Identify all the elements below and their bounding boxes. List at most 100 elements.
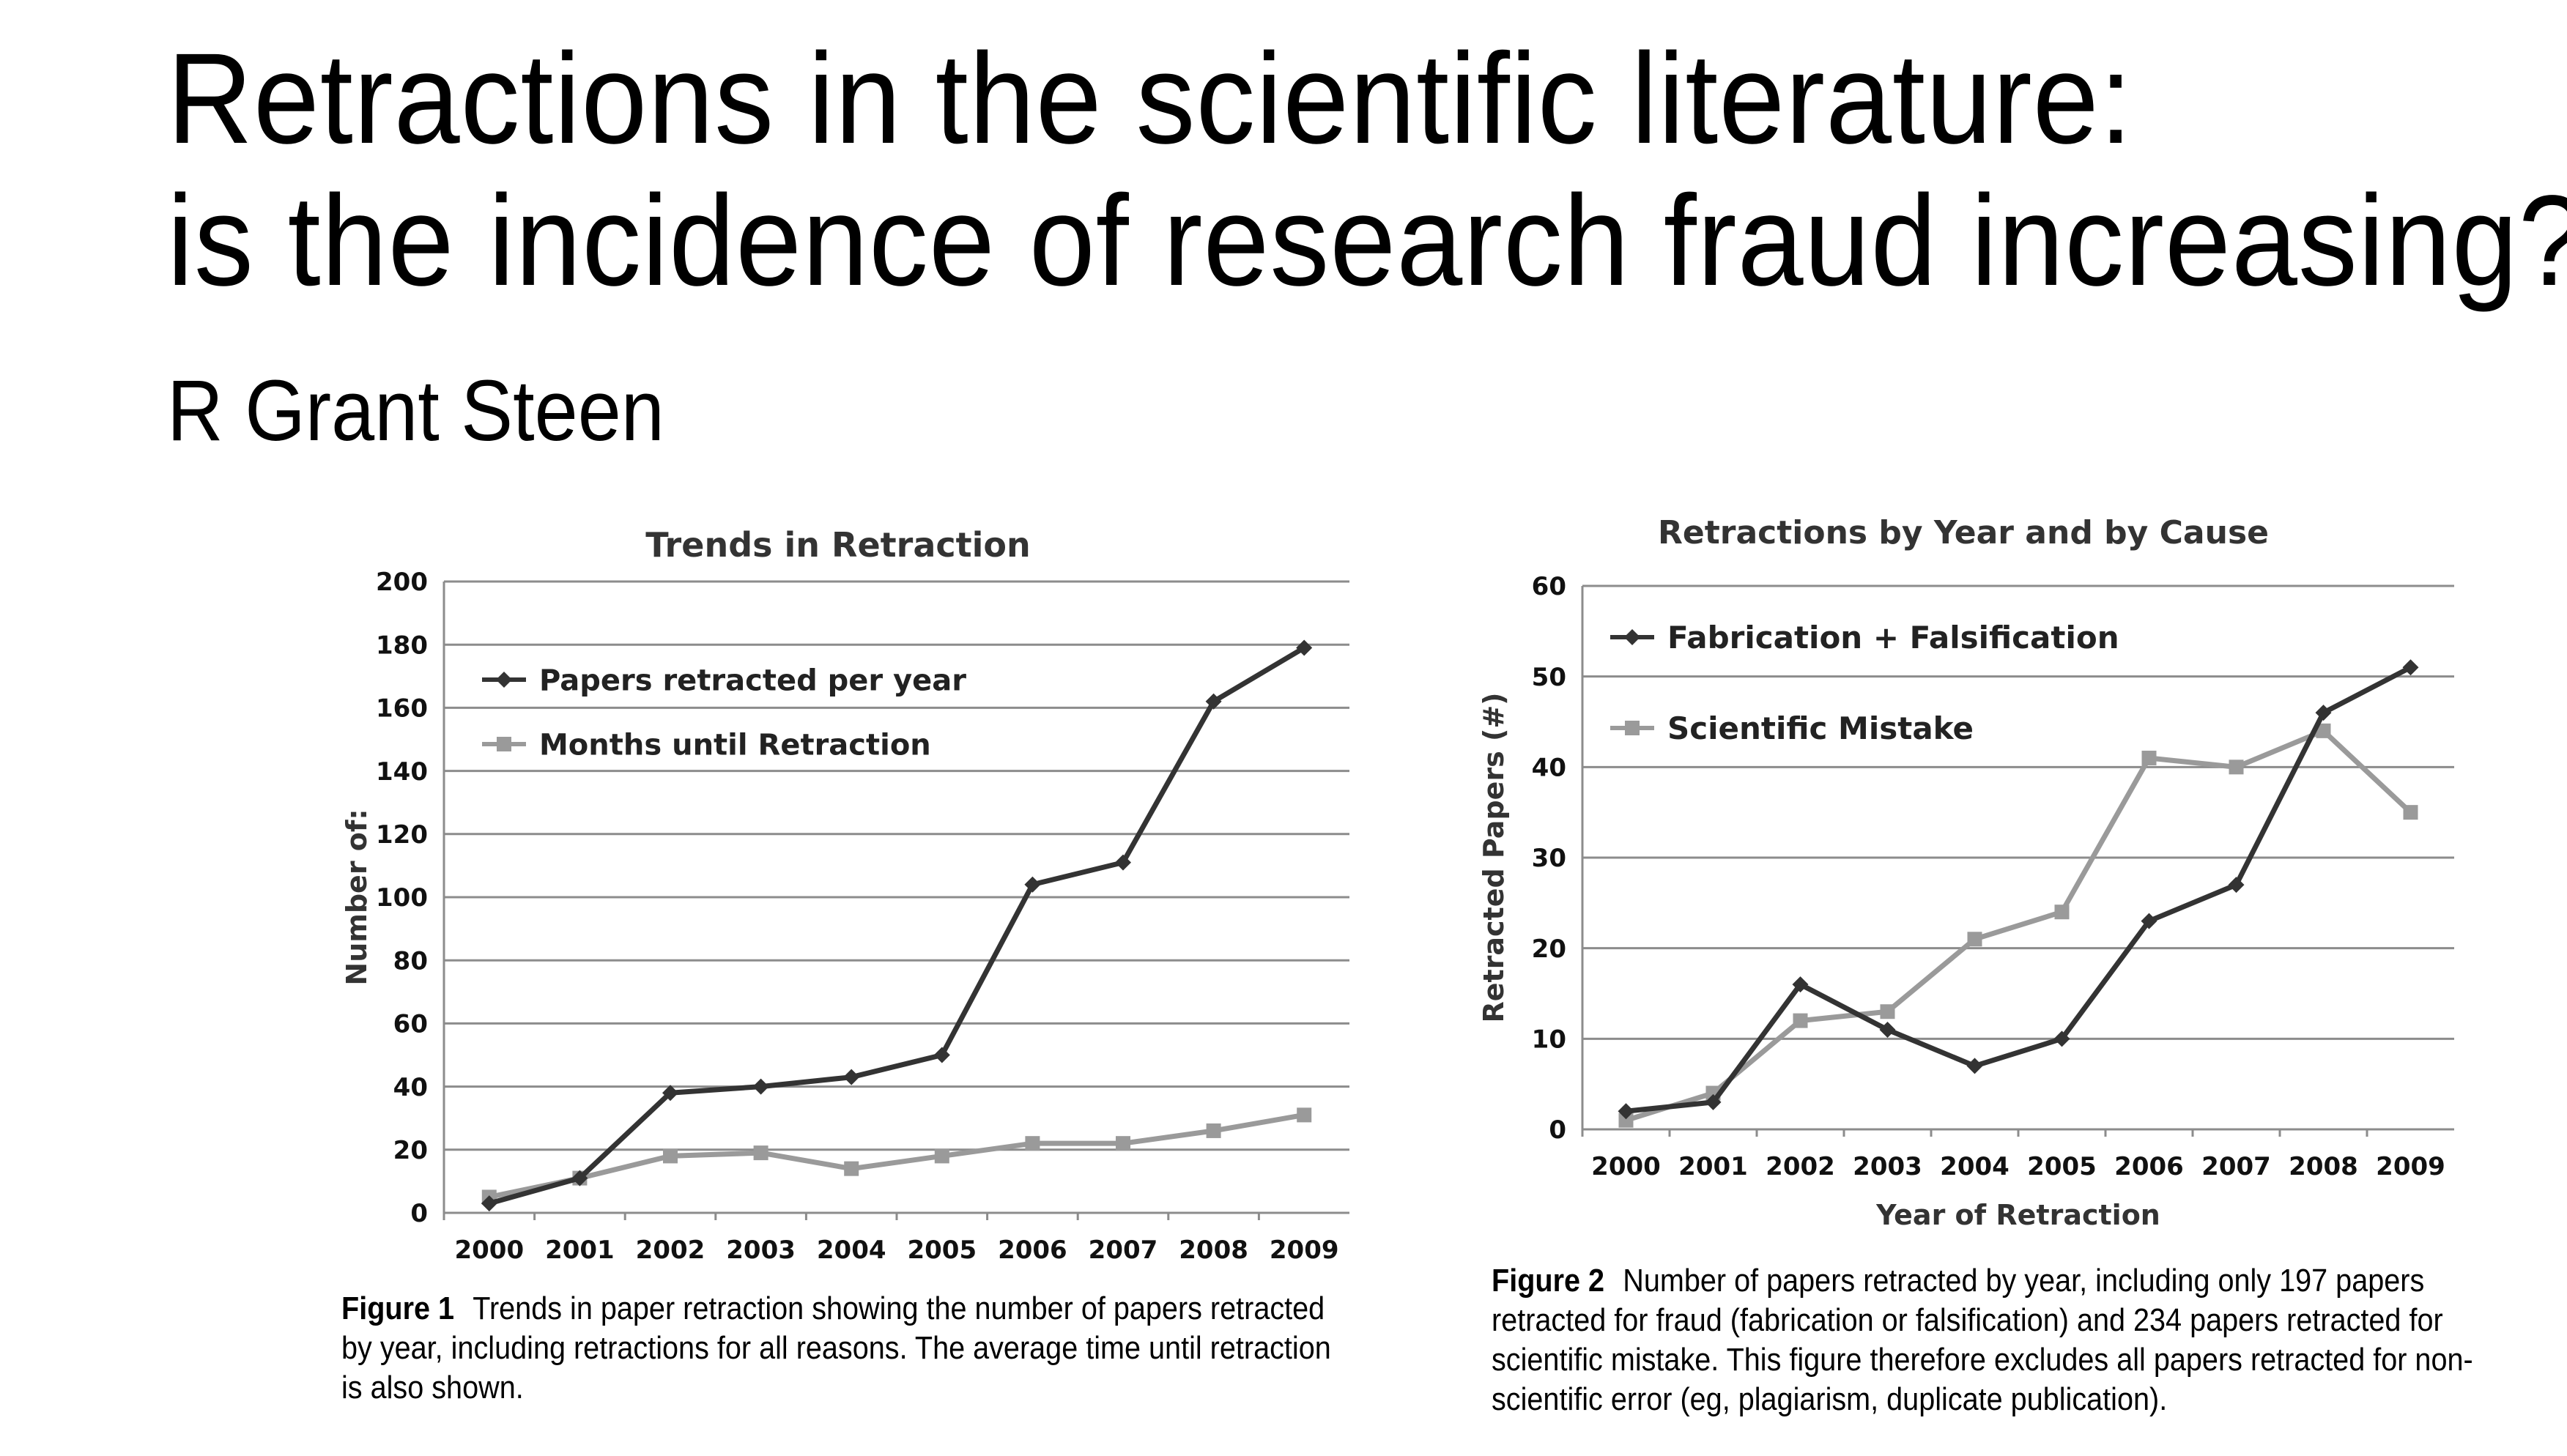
chart2-title: Retractions by Year and by Cause bbox=[1658, 514, 2269, 551]
chart1-x-tick-2003: 2003 bbox=[726, 1236, 796, 1265]
figure-2-text: Number of papers retracted by year, incl… bbox=[1492, 1263, 2473, 1417]
figure-2-label: Figure 2 bbox=[1492, 1263, 1605, 1299]
chart1-y-tick-100: 100 bbox=[376, 883, 428, 913]
chart2-legend-item-fabrication-falsification: Fabrication + Falsification bbox=[1610, 620, 2119, 655]
chart-trends-in-retraction: Trends in Retraction 0 20 40 60 80 100 120 140 16… bbox=[341, 525, 1349, 1265]
chart2-legend-item-scientific-mistake: Scientific Mistake bbox=[1610, 710, 1974, 746]
chart2-point-fabrication-falsification-2001 bbox=[1705, 1093, 1722, 1110]
chart2-point-fabrication-falsification-2007 bbox=[2228, 877, 2245, 894]
chart1-y-tick-20: 20 bbox=[393, 1136, 428, 1165]
chart2-x-tick-2002: 2002 bbox=[1766, 1152, 1835, 1181]
chart2-x-tick-2001: 2001 bbox=[1678, 1152, 1748, 1181]
chart1-point-months-until-retraction-2003 bbox=[753, 1145, 768, 1161]
chart1-y-tick-120: 120 bbox=[376, 820, 428, 850]
article-title: Retractions in the scientific literature… bbox=[167, 28, 2567, 312]
chart1-y-tick-40: 40 bbox=[393, 1073, 428, 1102]
chart1-point-papers-retracted-per-year-2006 bbox=[1024, 876, 1041, 893]
chart1-x-tick-2004: 2004 bbox=[817, 1236, 886, 1265]
chart1-point-papers-retracted-per-year-2005 bbox=[933, 1047, 950, 1063]
chart1-x-tick-2008: 2008 bbox=[1179, 1236, 1248, 1265]
chart1-x-tick-2000: 2000 bbox=[454, 1236, 524, 1265]
chart2-y-tick-20: 20 bbox=[1532, 935, 1566, 964]
chart2-x-tick-2003: 2003 bbox=[1853, 1152, 1922, 1181]
chart1-y-tick-140: 140 bbox=[376, 757, 428, 787]
chart1-point-papers-retracted-per-year-2002 bbox=[662, 1085, 678, 1102]
author-name: R Grant Steen bbox=[167, 363, 664, 459]
chart2-x-axis-label: Year of Retraction bbox=[1875, 1199, 2160, 1231]
chart1-y-axis-label: Number of: bbox=[341, 809, 373, 985]
chart2-point-fabrication-falsification-2006 bbox=[2141, 913, 2157, 929]
chart2-y-tick-10: 10 bbox=[1532, 1025, 1566, 1055]
chart1-x-tick-2009: 2009 bbox=[1270, 1236, 1339, 1265]
chart1-line-months-until-retraction bbox=[489, 1112, 1305, 1200]
chart2-point-fabrication-falsification-2005 bbox=[2053, 1030, 2070, 1047]
chart2-point-fabrication-falsification-2004 bbox=[1966, 1058, 1983, 1074]
chart2-legend-label-fabrication-falsification: Fabrication + Falsification bbox=[1667, 620, 2119, 655]
chart1-x-tick-2006: 2006 bbox=[998, 1236, 1067, 1265]
article-title-line-2: is the incidence of research fraud incre… bbox=[167, 169, 2567, 313]
chart2-point-fabrication-falsification-2009 bbox=[2402, 659, 2419, 676]
chart1-line-papers-retracted-per-year bbox=[488, 645, 1305, 1206]
chart2-x-tick-2009: 2009 bbox=[2376, 1152, 2445, 1181]
chart2-x-tick-2008: 2008 bbox=[2289, 1152, 2358, 1181]
chart1-point-papers-retracted-per-year-2001 bbox=[571, 1170, 588, 1186]
chart2-x-tick-2004: 2004 bbox=[1940, 1152, 2009, 1181]
chart2-point-scientific-mistake-2007 bbox=[2229, 759, 2244, 775]
chart1-x-tick-2002: 2002 bbox=[636, 1236, 705, 1265]
chart1-legend-label-papers-retracted-per-year: Papers retracted per year bbox=[539, 664, 966, 697]
chart1-legend-item-months-until-retraction: Months until Retraction bbox=[482, 728, 931, 762]
chart2-point-fabrication-falsification-2003 bbox=[1879, 1021, 1896, 1038]
chart2-legend-marker-scientific-mistake bbox=[1625, 721, 1640, 735]
chart2-point-scientific-mistake-2002 bbox=[1793, 1013, 1808, 1028]
figure-1-text: Trends in paper retraction showing the n… bbox=[341, 1290, 1331, 1405]
chart1-legend-label-months-until-retraction: Months until Retraction bbox=[539, 728, 931, 762]
chart2-legend-marker-fabrication-falsification bbox=[1624, 629, 1640, 645]
chart1-point-papers-retracted-per-year-2003 bbox=[752, 1078, 769, 1095]
chart2-y-tick-40: 40 bbox=[1532, 754, 1566, 783]
figure-1-label: Figure 1 bbox=[341, 1290, 455, 1326]
chart1-legend-marker-papers-retracted-per-year bbox=[496, 672, 512, 688]
chart2-x-tick-2006: 2006 bbox=[2114, 1152, 2184, 1181]
chart2-legend-label-scientific-mistake: Scientific Mistake bbox=[1667, 710, 1974, 746]
chart1-legend-item-papers-retracted-per-year: Papers retracted per year bbox=[482, 664, 966, 697]
chart1-point-months-until-retraction-2009 bbox=[1297, 1107, 1312, 1123]
figure-2-caption: Figure 2 Number of papers retracted by ye… bbox=[1492, 1261, 2474, 1419]
chart2-point-fabrication-falsification-2000 bbox=[1618, 1103, 1634, 1120]
chart1-y-tick-0: 0 bbox=[410, 1199, 428, 1228]
chart2-series-fabrication-falsification bbox=[1618, 659, 2419, 1120]
chart2-point-scientific-mistake-2008 bbox=[2316, 723, 2331, 738]
chart2-point-scientific-mistake-2006 bbox=[2141, 750, 2157, 765]
chart1-point-months-until-retraction-2007 bbox=[1116, 1136, 1130, 1151]
chart1-point-months-until-retraction-2004 bbox=[844, 1161, 859, 1176]
chart1-point-months-until-retraction-2002 bbox=[663, 1148, 678, 1164]
chart1-point-papers-retracted-per-year-2004 bbox=[843, 1069, 860, 1085]
chart2-point-scientific-mistake-2004 bbox=[1967, 932, 1982, 947]
chart2-x-tick-2005: 2005 bbox=[2027, 1152, 2097, 1181]
chart1-point-papers-retracted-per-year-2000 bbox=[481, 1195, 497, 1212]
chart2-point-scientific-mistake-2000 bbox=[1618, 1113, 1634, 1128]
chart2-y-axis-label: Retracted Papers (#) bbox=[1478, 692, 1510, 1022]
chart1-point-papers-retracted-per-year-2007 bbox=[1115, 854, 1131, 871]
chart2-line-fabrication-falsification bbox=[1626, 665, 2412, 1114]
chart1-y-tick-160: 160 bbox=[376, 694, 428, 724]
chart2-point-fabrication-falsification-2008 bbox=[2315, 705, 2332, 721]
chart1-point-papers-retracted-per-year-2009 bbox=[1296, 639, 1313, 656]
chart1-point-months-until-retraction-2006 bbox=[1025, 1136, 1040, 1151]
chart1-title: Trends in Retraction bbox=[645, 525, 1031, 565]
chart1-point-months-until-retraction-2008 bbox=[1206, 1123, 1221, 1138]
chart1-legend-marker-months-until-retraction bbox=[497, 737, 511, 751]
chart1-point-months-until-retraction-2005 bbox=[934, 1148, 949, 1164]
chart2-y-tick-30: 30 bbox=[1532, 844, 1566, 873]
chart2-point-scientific-mistake-2005 bbox=[2054, 905, 2070, 920]
chart1-series-papers-retracted-per-year bbox=[481, 639, 1313, 1212]
chart2-point-scientific-mistake-2003 bbox=[1880, 1004, 1895, 1019]
chart2-y-tick-0: 0 bbox=[1549, 1115, 1566, 1145]
chart1-x-tick-2007: 2007 bbox=[1089, 1236, 1158, 1265]
chart1-y-tick-180: 180 bbox=[376, 631, 428, 660]
chart2-y-tick-50: 50 bbox=[1532, 663, 1566, 692]
chart2-line-scientific-mistake bbox=[1625, 728, 2412, 1123]
chart2-series-scientific-mistake bbox=[1618, 723, 2418, 1128]
chart1-y-tick-80: 80 bbox=[393, 946, 428, 976]
chart2-x-tick-2007: 2007 bbox=[2201, 1152, 2271, 1181]
chart2-y-tick-60: 60 bbox=[1532, 572, 1566, 601]
